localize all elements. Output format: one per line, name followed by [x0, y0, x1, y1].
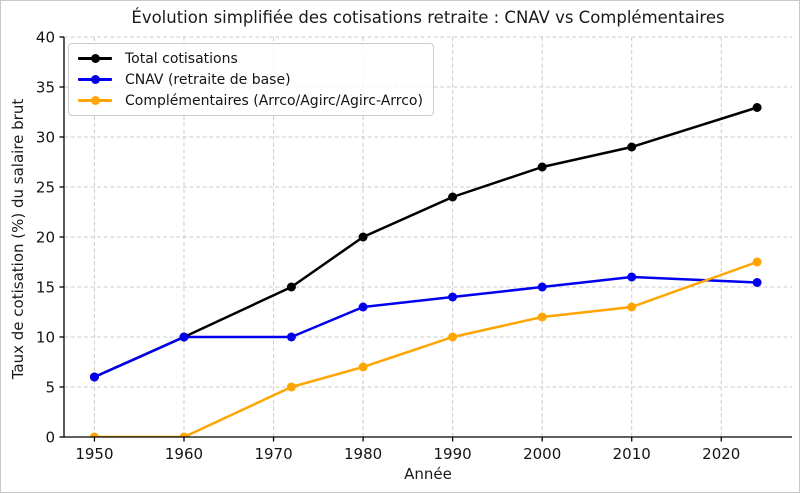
chart-title: Évolution simplifiée des cotisations ret…	[131, 8, 725, 27]
svg-text:1960: 1960	[165, 445, 203, 463]
legend-item-total: Total cotisations	[78, 48, 424, 69]
x-axis-label: Année	[404, 465, 452, 483]
tick-marks	[59, 36, 722, 442]
svg-text:1980: 1980	[344, 445, 382, 463]
series-layer	[89, 103, 762, 437]
svg-text:0: 0	[45, 429, 55, 447]
svg-text:1950: 1950	[75, 445, 113, 463]
legend: Total cotisations CNAV (retraite de base…	[68, 43, 434, 116]
legend-item-complementaires: Complémentaires (Arrco/Agirc/Agirc-Arrco…	[78, 90, 424, 111]
legend-marker-complementaires-icon	[78, 96, 112, 105]
legend-item-cnav: CNAV (retraite de base)	[78, 69, 424, 90]
legend-label-total: Total cotisations	[125, 50, 238, 67]
svg-text:2010: 2010	[613, 445, 651, 463]
tick-labels: 1950 1960 1970 1980 1990 2000 2010 2020 0 5 10 15 20…	[36, 29, 740, 464]
svg-text:25: 25	[36, 179, 55, 197]
svg-text:2020: 2020	[702, 445, 740, 463]
series-1	[89, 272, 762, 382]
legend-marker-total-icon	[78, 54, 112, 63]
legend-label-complementaires: Complémentaires (Arrco/Agirc/Agirc-Arrco…	[125, 92, 423, 109]
svg-text:40: 40	[36, 29, 55, 47]
legend-label-cnav: CNAV (retraite de base)	[125, 71, 291, 88]
series-0	[89, 103, 762, 382]
svg-text:35: 35	[36, 79, 55, 97]
series-2	[89, 257, 762, 437]
svg-text:5: 5	[45, 379, 55, 397]
svg-text:20: 20	[36, 229, 55, 247]
y-axis-label: Taux de cotisation (%) du salaire brut	[9, 98, 27, 380]
svg-text:10: 10	[36, 329, 55, 347]
svg-text:30: 30	[36, 129, 55, 147]
svg-text:1970: 1970	[254, 445, 292, 463]
svg-text:2000: 2000	[523, 445, 561, 463]
svg-text:15: 15	[36, 279, 55, 297]
legend-marker-cnav-icon	[78, 75, 112, 84]
svg-text:1990: 1990	[434, 445, 472, 463]
